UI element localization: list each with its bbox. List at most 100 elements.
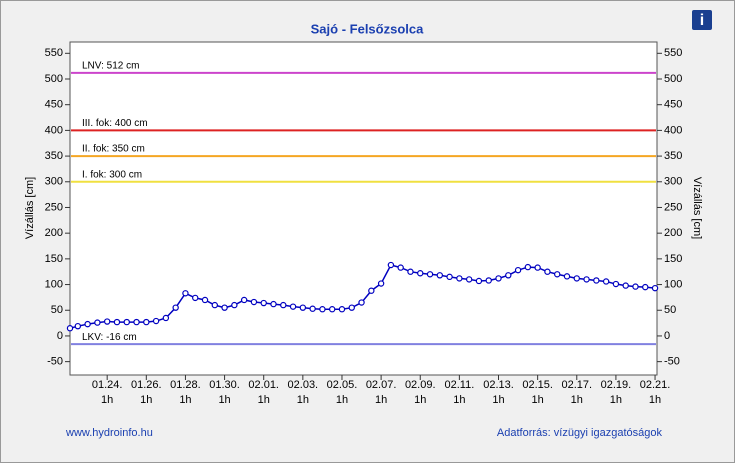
x-tick-label: 02.07.: [366, 379, 397, 391]
data-point: [309, 305, 316, 312]
y2-tick-label: 150: [664, 253, 682, 265]
x-tick-label: 02.17.: [561, 379, 592, 391]
info-icon[interactable]: i: [700, 12, 704, 29]
data-point: [103, 318, 111, 325]
y-tick-label: 350: [45, 150, 63, 162]
data-point: [544, 268, 551, 275]
y-tick-label: 50: [51, 304, 63, 316]
data-point: [280, 301, 287, 309]
x-tick-label: 02.15.: [522, 379, 553, 391]
y-tick-label: 250: [45, 201, 63, 213]
y2-tick-label: 300: [664, 176, 682, 188]
data-point: [485, 277, 492, 284]
y2-tick-label: 500: [664, 73, 682, 85]
data-point: [407, 268, 414, 275]
footer-source: Adatforrás: vízügyi igazgatóságok: [497, 427, 663, 439]
y2-tick-label: 550: [664, 47, 682, 59]
y-tick-label: 200: [45, 227, 63, 239]
y-tick-label: 150: [45, 253, 63, 265]
data-point: [368, 287, 375, 294]
data-point: [446, 273, 453, 281]
data-point: [133, 318, 140, 326]
x-tick-label: 02.05.: [327, 379, 358, 391]
data-point: [192, 294, 199, 302]
data-point: [201, 296, 209, 304]
x-tick-label: 01.24.: [92, 379, 123, 391]
x-tick-label: 02.03.: [288, 379, 319, 391]
x-tick-hour: 1h: [179, 394, 191, 406]
y2-tick-label: 400: [664, 124, 682, 136]
info-button[interactable]: [692, 10, 712, 30]
data-point: [172, 304, 179, 311]
y-tick-label: 500: [45, 73, 63, 85]
data-point: [162, 314, 170, 322]
data-point: [465, 276, 473, 283]
data-point: [475, 277, 483, 285]
data-point: [319, 306, 326, 313]
x-tick-hour: 1h: [571, 394, 583, 406]
y2-tick-label: 50: [664, 304, 676, 316]
threshold-label: I. fok: 300 cm: [82, 169, 142, 180]
data-point: [495, 275, 502, 282]
x-tick-hour: 1h: [610, 394, 622, 406]
y-tick-label: 400: [45, 124, 63, 136]
data-point: [573, 275, 580, 282]
data-point: [612, 280, 620, 288]
data-point: [417, 270, 424, 277]
x-tick-hour: 1h: [375, 394, 387, 406]
data-point: [182, 290, 189, 297]
y2-tick-label: 350: [664, 150, 682, 162]
x-tick-label: 02.11.: [444, 379, 474, 391]
data-point: [642, 283, 649, 291]
footer-link[interactable]: www.hydroinfo.hu: [65, 427, 153, 439]
data-point: [593, 277, 600, 284]
threshold-label: LKV: -16 cm: [82, 332, 137, 343]
x-tick-label: 02.01.: [248, 379, 279, 391]
data-point: [651, 284, 659, 292]
data-point: [270, 300, 277, 308]
data-point: [240, 296, 248, 304]
data-point: [534, 264, 541, 271]
plot-area: [69, 41, 658, 376]
y2-axis-title: Vízállás [cm]: [691, 177, 703, 239]
data-point: [123, 318, 130, 326]
data-point: [397, 264, 404, 271]
x-tick-hour: 1h: [649, 394, 661, 406]
y2-tick-label: 200: [664, 227, 682, 239]
x-tick-label: 01.26.: [131, 379, 162, 391]
data-point: [231, 301, 238, 309]
threshold-label: III. fok: 400 cm: [82, 118, 148, 129]
data-point: [524, 263, 532, 271]
data-point: [505, 272, 512, 279]
y2-tick-label: 450: [664, 99, 682, 111]
y-axis-title: Vízállás [cm]: [24, 177, 36, 239]
y-tick-label: 0: [57, 330, 63, 342]
threshold-label: II. fok: 350 cm: [82, 144, 145, 155]
data-point: [426, 271, 434, 278]
data-point: [563, 273, 571, 280]
data-point: [358, 299, 365, 306]
y2-tick-label: 100: [664, 278, 682, 290]
x-tick-hour: 1h: [453, 394, 465, 406]
data-point: [143, 318, 150, 326]
y-tick-label: 100: [45, 278, 63, 290]
data-point: [387, 261, 395, 269]
x-tick-hour: 1h: [532, 394, 544, 406]
data-point: [113, 318, 121, 326]
data-point: [84, 320, 91, 328]
data-point: [514, 266, 522, 274]
data-point: [583, 276, 590, 283]
y-tick-label: 300: [45, 176, 63, 188]
y2-tick-label: -50: [664, 356, 680, 368]
y2-tick-label: 250: [664, 201, 682, 213]
data-point: [289, 303, 297, 310]
x-tick-label: 02.09.: [405, 379, 436, 391]
data-point: [632, 283, 639, 290]
y2-tick-label: 0: [664, 330, 670, 342]
x-tick-hour: 1h: [101, 394, 113, 406]
data-point: [74, 322, 82, 330]
y-tick-label: 450: [45, 99, 63, 111]
x-tick-hour: 1h: [492, 394, 504, 406]
data-point: [622, 282, 629, 289]
